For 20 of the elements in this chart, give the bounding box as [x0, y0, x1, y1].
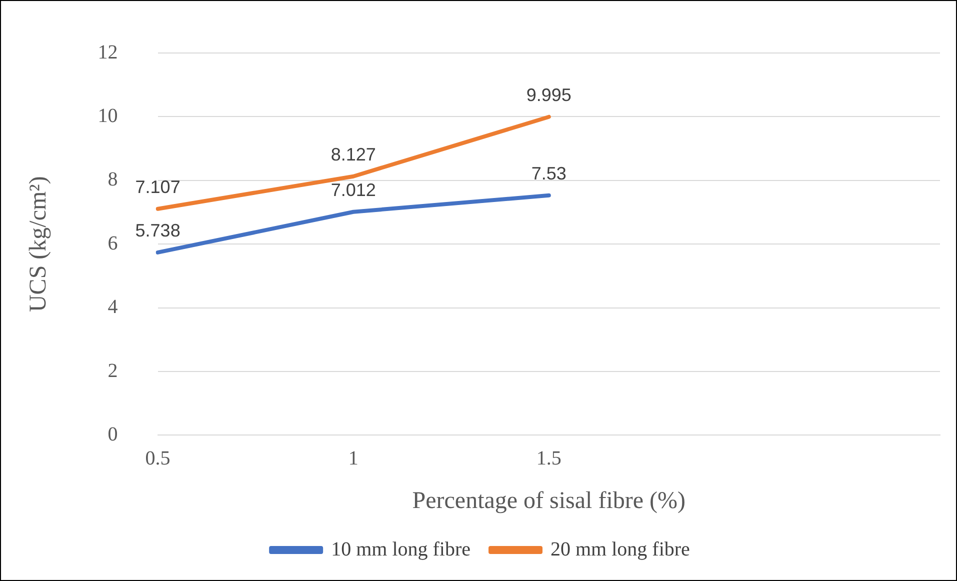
y-tick-label: 6	[108, 232, 118, 254]
legend-label: 20 mm long fibre	[550, 538, 690, 560]
y-axis-title: UCS (kg/cm²)	[26, 176, 52, 312]
data-label: 7.012	[330, 180, 376, 200]
x-tick-label: 1	[348, 447, 358, 470]
y-tick-label: 12	[98, 41, 118, 64]
x-tick-label: 0.5	[145, 447, 170, 470]
data-label: 5.738	[135, 220, 180, 240]
legend-label: 10 mm long fibre	[331, 538, 471, 560]
y-tick-label: 4	[108, 296, 118, 318]
x-axis-title: Percentage of sisal fibre (%)	[412, 488, 686, 514]
y-tick-label: 8	[108, 168, 118, 191]
data-label: 7.107	[135, 176, 180, 197]
y-tick-label: 2	[108, 360, 118, 382]
y-tick-label: 0	[108, 423, 118, 446]
x-tick-label: 1.5	[536, 447, 562, 470]
data-label: 7.53	[531, 163, 566, 184]
data-label: 8.127	[330, 144, 376, 164]
data-label: 9.995	[526, 84, 572, 105]
y-tick-label: 10	[98, 104, 118, 127]
